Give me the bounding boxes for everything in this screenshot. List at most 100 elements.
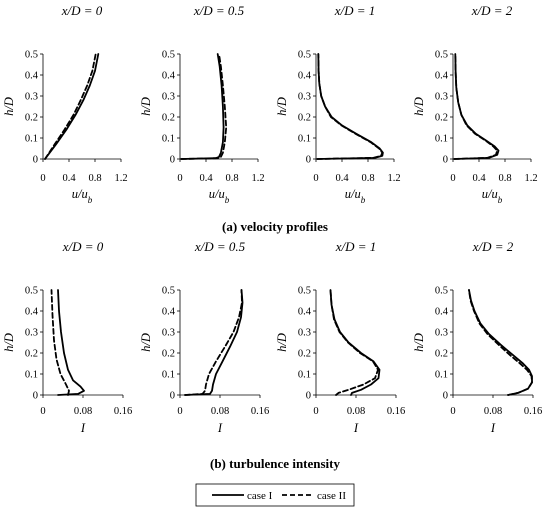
y-tick-label: 0.5 — [435, 50, 448, 61]
y-axis-label: h/D — [275, 97, 289, 116]
y-tick-label: 0.3 — [435, 328, 448, 339]
x-tick-label: 0.8 — [498, 173, 511, 184]
y-axis-label: h/D — [139, 333, 153, 352]
panels: x/D = 0 0 0.1 0.2 0.3 0.4 0.5 0 0.4 0.8 1.2 u/ub h/D… — [2, 3, 542, 435]
y-tick-label: 0.3 — [435, 92, 448, 103]
y-tick-label: 0 — [170, 391, 175, 402]
y-tick-label: 0.4 — [435, 71, 449, 82]
caption-a-text: velocity profiles — [237, 219, 328, 234]
panel-title: x/D = 1 — [335, 239, 377, 254]
series-line-case-ii — [44, 53, 97, 160]
y-tick-label: 0.4 — [25, 307, 39, 318]
series-line-case-ii — [453, 53, 499, 160]
x-tick-label: 0.16 — [524, 406, 542, 417]
series-line-case-i — [468, 289, 533, 396]
series-line-case-ii — [50, 289, 70, 396]
panel-title: x/D = 2 — [472, 239, 514, 254]
y-tick-label: 0.4 — [162, 307, 176, 318]
caption-b-text: turbulence intensity — [226, 456, 341, 471]
y-tick-label: 0.4 — [298, 307, 312, 318]
x-tick-label: 1.2 — [524, 173, 537, 184]
y-axis-label: h/D — [2, 333, 16, 352]
y-axis-label: h/D — [412, 97, 426, 116]
series-line-case-ii — [180, 53, 228, 160]
x-axis-label: u/ub — [482, 187, 503, 205]
y-tick-label: 0.3 — [162, 328, 175, 339]
y-tick-label: 0.5 — [298, 286, 311, 297]
panel-5: x/D = 0 0 0.1 0.2 0.3 0.4 0.5 0 0.08 0.16 Ih/D — [2, 239, 132, 435]
y-tick-label: 0 — [170, 155, 175, 166]
panel-4: x/D = 2 0 0.1 0.2 0.3 0.4 0.5 0 0.4 0.8 1.2 u/ub h/D — [412, 3, 538, 205]
panel-6: x/D = 0.5 0 0.1 0.2 0.3 0.4 0.5 0 0.08 0.16 Ih/D — [139, 239, 269, 435]
series-line-case-ii — [316, 53, 384, 160]
y-tick-label: 0.4 — [25, 71, 39, 82]
caption-a: (a) velocity profiles — [222, 219, 328, 234]
y-tick-label: 0.1 — [162, 134, 175, 145]
caption-b-letter: b — [214, 456, 221, 471]
y-tick-label: 0.5 — [162, 286, 175, 297]
x-tick-label: 0 — [177, 173, 182, 184]
x-tick-label: 1.2 — [251, 173, 264, 184]
caption-b: (b) turbulence intensity — [210, 456, 341, 471]
x-tick-label: 0 — [313, 173, 318, 184]
x-tick-label: 0 — [450, 173, 455, 184]
x-axis-label: u/ub — [345, 187, 366, 205]
series-line-case-i — [44, 53, 100, 160]
y-tick-label: 0.1 — [162, 370, 175, 381]
y-axis-label: h/D — [2, 97, 16, 116]
x-tick-label: 1.2 — [114, 173, 127, 184]
legend: case I case II — [195, 483, 355, 507]
panel-8: x/D = 2 0 0.1 0.2 0.3 0.4 0.5 0 0.08 0.16 Ih/D — [412, 239, 542, 435]
y-tick-label: 0.1 — [298, 370, 311, 381]
y-tick-label: 0.5 — [25, 286, 38, 297]
y-tick-label: 0.3 — [25, 92, 38, 103]
panel-2: x/D = 0.5 0 0.1 0.2 0.3 0.4 0.5 0 0.4 0.8 1.2 u/ub h… — [139, 3, 265, 205]
x-axis-label: I — [80, 421, 86, 435]
x-axis-label: I — [490, 421, 496, 435]
y-tick-label: 0.5 — [162, 50, 175, 61]
panel-title: x/D = 1 — [334, 3, 376, 18]
caption-a-letter: a — [226, 219, 233, 234]
x-tick-label: 0.16 — [387, 406, 405, 417]
y-tick-label: 0 — [306, 155, 311, 166]
y-tick-label: 0.3 — [298, 328, 311, 339]
y-axis-label: h/D — [412, 333, 426, 352]
panel-title: x/D = 2 — [471, 3, 513, 18]
y-tick-label: 0.2 — [298, 349, 311, 360]
x-axis-label: u/ub — [72, 187, 93, 205]
y-tick-label: 0.4 — [298, 71, 312, 82]
y-tick-label: 0 — [443, 155, 448, 166]
x-tick-label: 0.4 — [62, 173, 76, 184]
x-tick-label: 0.4 — [335, 173, 349, 184]
x-tick-label: 0 — [177, 406, 182, 417]
x-tick-label: 0.08 — [211, 406, 229, 417]
x-tick-label: 0.8 — [225, 173, 238, 184]
x-tick-label: 0.16 — [114, 406, 132, 417]
panel-1: x/D = 0 0 0.1 0.2 0.3 0.4 0.5 0 0.4 0.8 1.2 u/ub h/D — [2, 3, 128, 205]
y-tick-label: 0.2 — [162, 113, 175, 124]
series-line-case-i — [453, 53, 500, 160]
legend-label-case1: case I — [247, 490, 273, 502]
series-line-case-i — [180, 53, 225, 160]
x-axis-label: I — [353, 421, 359, 435]
y-tick-label: 0.1 — [435, 370, 448, 381]
x-tick-label: 0.8 — [88, 173, 101, 184]
y-axis-label: h/D — [275, 333, 289, 352]
y-tick-label: 0.5 — [25, 50, 38, 61]
y-tick-label: 0.4 — [435, 307, 449, 318]
y-tick-label: 0.2 — [435, 113, 448, 124]
x-tick-label: 0 — [40, 406, 45, 417]
series-line-case-i — [57, 289, 85, 396]
x-tick-label: 0 — [40, 173, 45, 184]
legend-box — [195, 483, 355, 507]
y-tick-label: 0.2 — [25, 113, 38, 124]
panel-title: x/D = 0.5 — [194, 239, 246, 254]
y-tick-label: 0.3 — [162, 92, 175, 103]
y-tick-label: 0.4 — [162, 71, 176, 82]
panel-title: x/D = 0 — [62, 239, 104, 254]
x-tick-label: 0.4 — [199, 173, 213, 184]
x-axis-label: u/ub — [209, 187, 230, 205]
x-tick-label: 1.2 — [387, 173, 400, 184]
y-tick-label: 0.1 — [435, 134, 448, 145]
